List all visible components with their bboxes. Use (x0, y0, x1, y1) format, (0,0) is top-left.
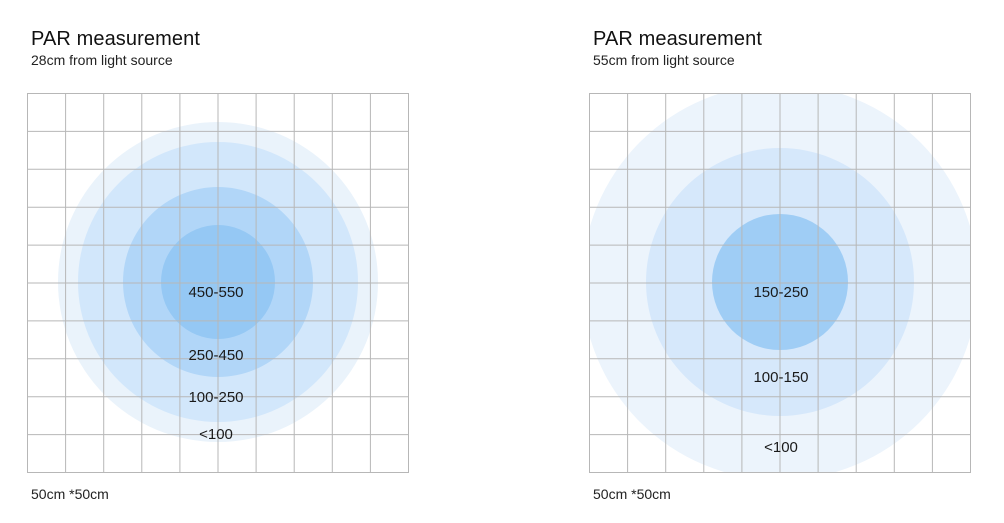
panel-title: PAR measurement (593, 28, 762, 50)
measurement-grid (27, 93, 409, 473)
grid-dimensions: 50cm *50cm (593, 486, 671, 502)
measurement-grid (589, 93, 971, 473)
grid-dimensions: 50cm *50cm (31, 486, 109, 502)
par-diagram: 450-550 250-450 100-250 <100 (27, 93, 409, 473)
par-panel-28cm: PAR measurement 28cm from light source 4… (0, 0, 420, 523)
par-plot: 150-250 100-150 <100 (589, 93, 971, 473)
zone-label-250-450: 250-450 (188, 347, 243, 364)
panel-subtitle: 28cm from light source (31, 52, 173, 68)
zone-label-100-250: 100-250 (188, 389, 243, 406)
panel-title: PAR measurement (31, 28, 200, 50)
par-diagram: 150-250 100-150 <100 (589, 93, 971, 473)
panel-subtitle: 55cm from light source (593, 52, 735, 68)
zone-label-lt100: <100 (764, 439, 798, 456)
zone-label-150-250: 150-250 (753, 284, 808, 301)
par-panel-55cm: PAR measurement 55cm from light source 1… (562, 0, 982, 523)
par-plot: 450-550 250-450 100-250 <100 (27, 93, 409, 473)
zone-label-100-150: 100-150 (753, 369, 808, 386)
zone-label-450-550: 450-550 (188, 284, 243, 301)
zone-label-lt100: <100 (199, 426, 233, 443)
